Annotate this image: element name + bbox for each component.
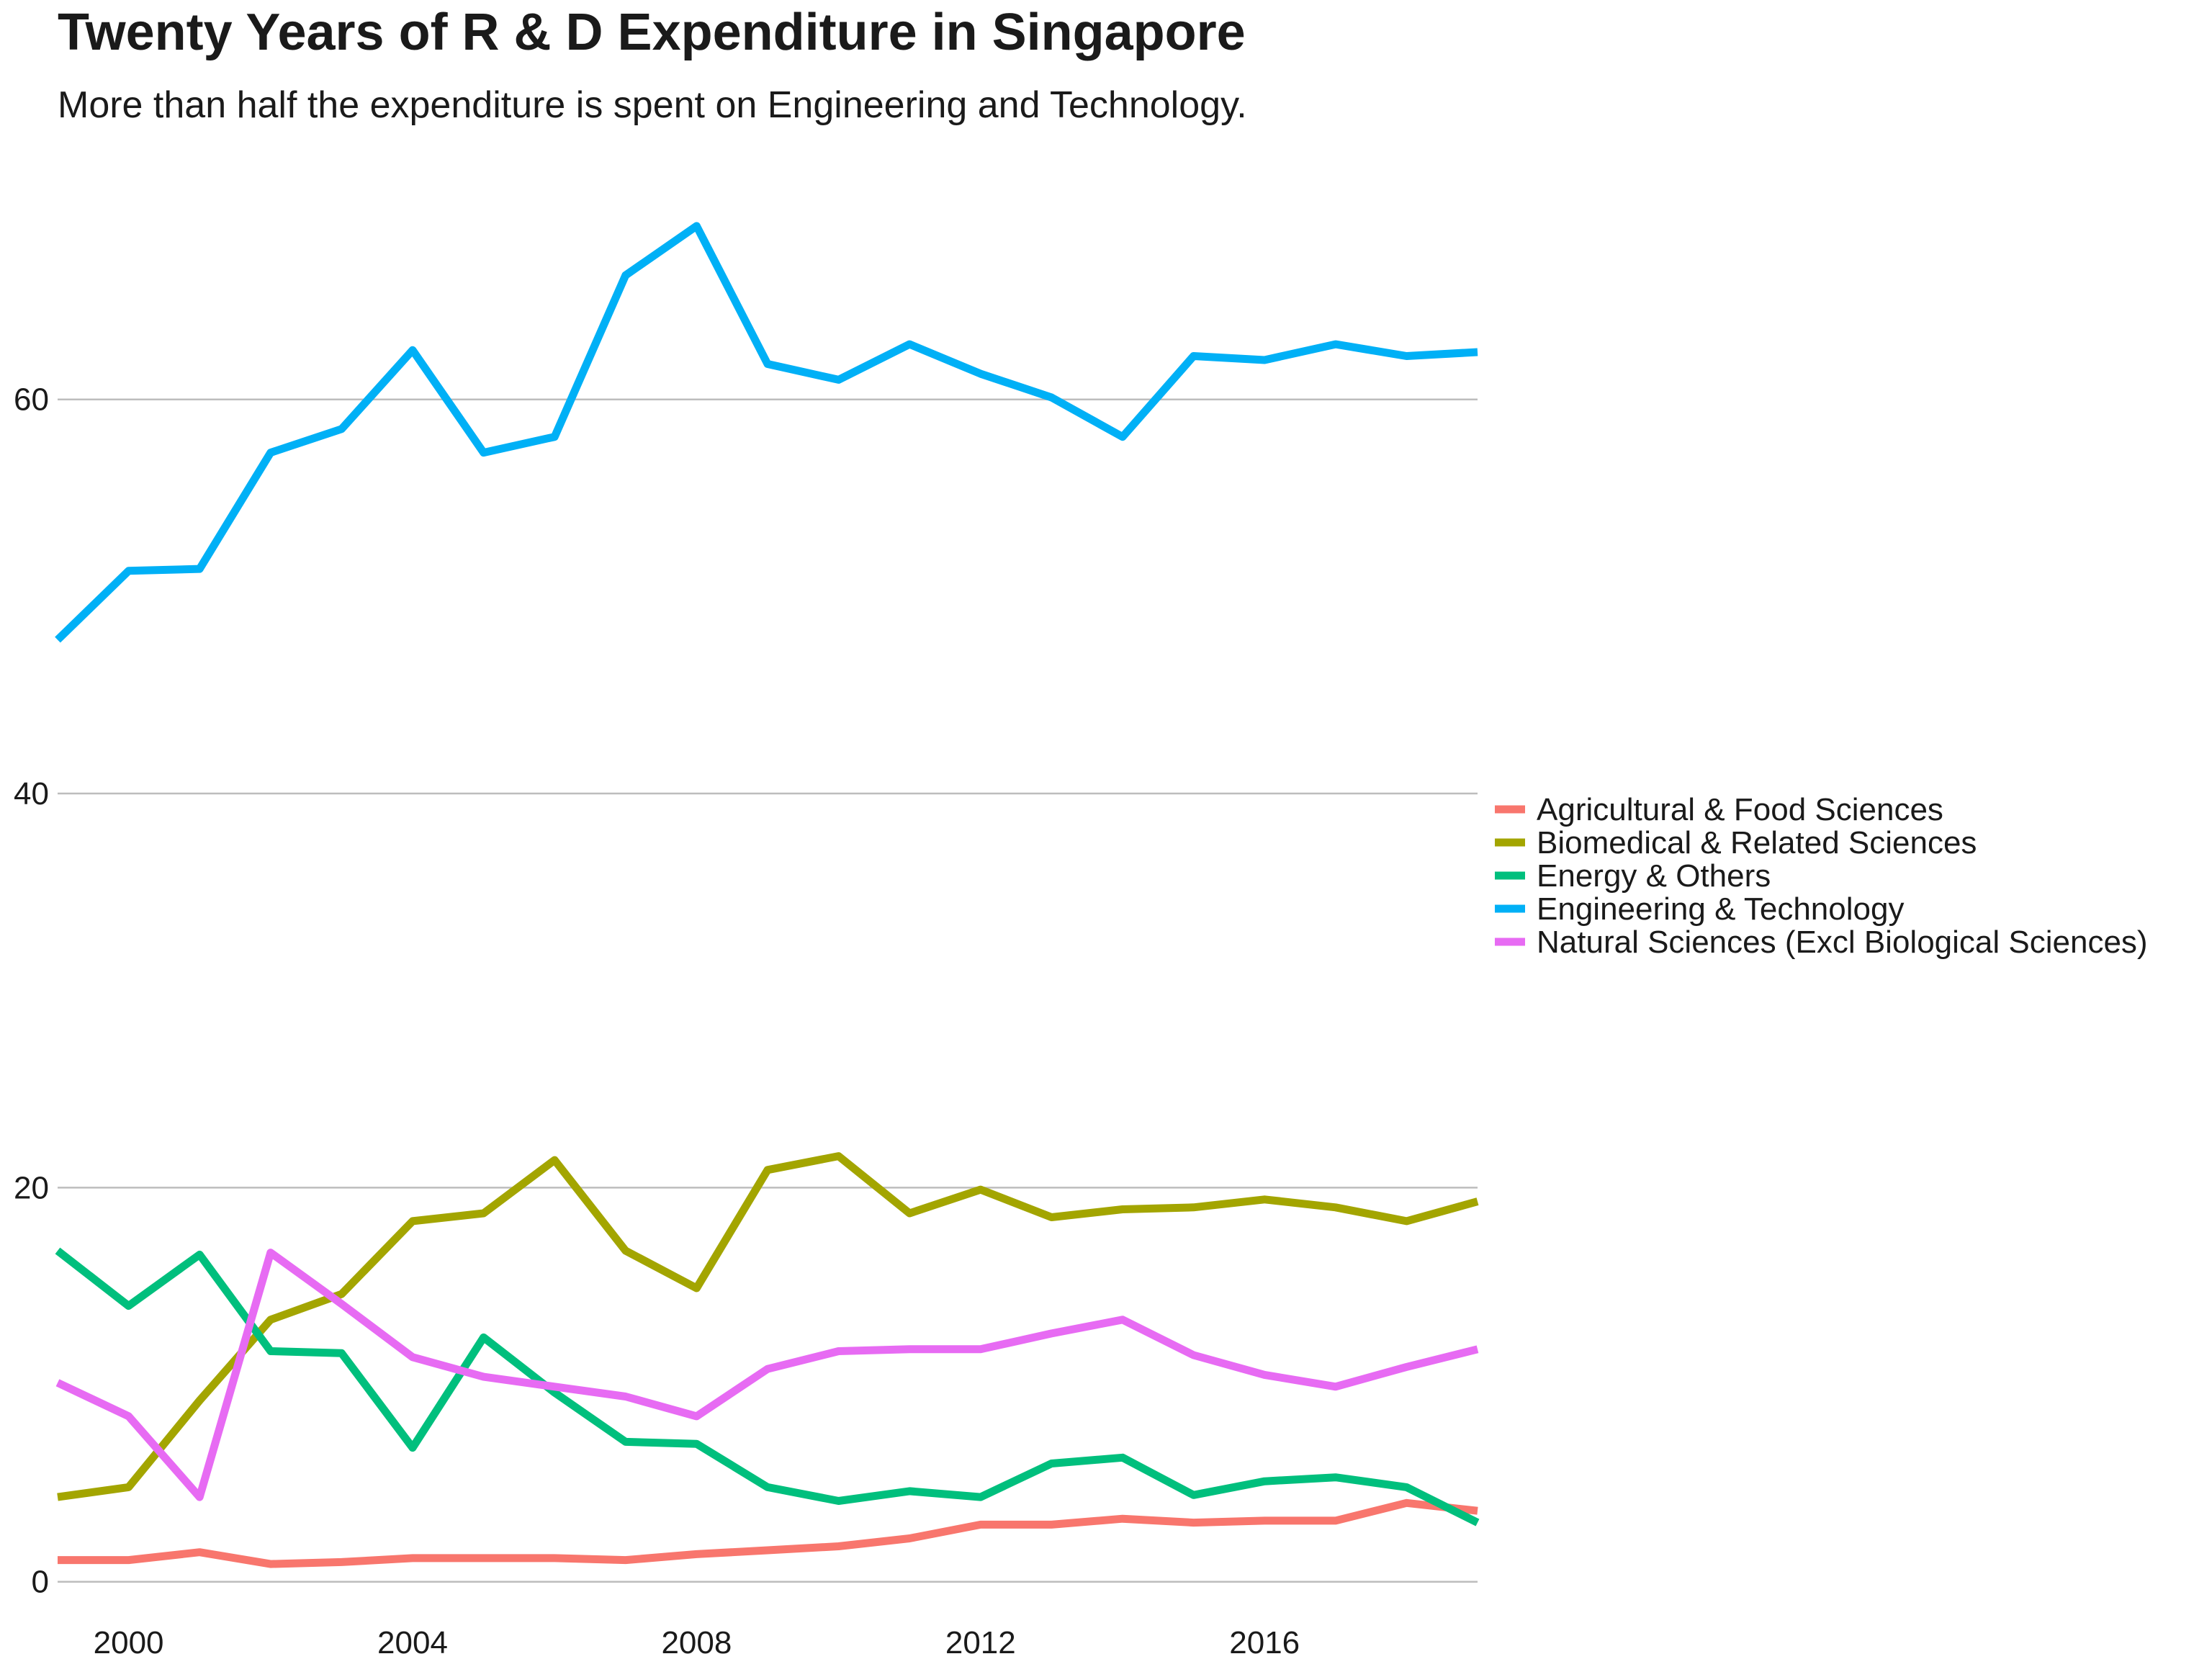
chart-subtitle: More than half the expenditure is spent … [58,84,1247,126]
series-line-4 [55,1249,1479,1501]
legend-label: Biomedical & Related Sciences [1537,825,1977,860]
chart-title: Twenty Years of R & D Expenditure in Sin… [58,4,1246,61]
x-tick-label: 2008 [661,1625,732,1659]
legend-label: Energy & Others [1537,858,1771,894]
y-tick-label: 60 [14,382,49,418]
x-axis: 2000 2004 2008 2012 2016 [94,1625,1300,1659]
series-line-3 [55,222,1478,643]
x-tick-label: 2000 [94,1625,164,1659]
gridlines [58,398,1478,1583]
x-tick-label: 2016 [1229,1625,1300,1659]
legend-label: Engineering & Technology [1537,891,1904,927]
series-line-1 [57,1152,1479,1501]
series-lines [55,222,1480,1568]
x-tick-label: 2004 [377,1625,448,1659]
series-line-0 [58,1498,1478,1568]
y-tick-label: 40 [14,776,49,811]
y-tick-label: 0 [32,1565,49,1600]
series-line-2 [55,1247,1480,1527]
legend-label: Natural Sciences (Excl Biological Scienc… [1537,925,2148,960]
y-axis: 0 20 40 60 [14,382,49,1600]
y-tick-label: 20 [14,1170,49,1205]
legend-label: Agricultural & Food Sciences [1537,792,1943,827]
x-tick-label: 2012 [945,1625,1016,1659]
